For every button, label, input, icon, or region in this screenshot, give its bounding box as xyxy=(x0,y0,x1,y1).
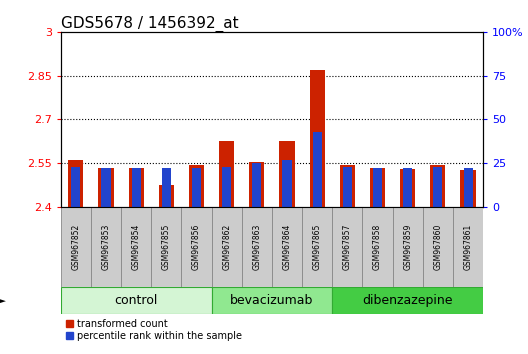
Bar xyxy=(71,167,80,207)
Bar xyxy=(403,169,412,207)
Bar xyxy=(189,165,204,207)
Text: dibenzazepine: dibenzazepine xyxy=(362,294,453,307)
Text: GSM967863: GSM967863 xyxy=(252,224,261,270)
Bar xyxy=(151,207,182,287)
Bar xyxy=(340,165,355,207)
Text: control: control xyxy=(115,294,158,307)
Bar xyxy=(433,167,442,207)
Bar xyxy=(393,207,423,287)
Bar xyxy=(162,169,171,207)
Bar xyxy=(91,207,121,287)
Bar xyxy=(222,167,231,207)
Text: GSM967860: GSM967860 xyxy=(433,224,442,270)
Bar xyxy=(68,160,83,207)
Bar xyxy=(302,207,332,287)
Bar xyxy=(423,207,453,287)
Text: GDS5678 / 1456392_at: GDS5678 / 1456392_at xyxy=(61,16,238,32)
Bar xyxy=(370,167,385,207)
Legend: transformed count, percentile rank within the sample: transformed count, percentile rank withi… xyxy=(65,319,242,341)
Bar xyxy=(400,169,415,207)
Bar xyxy=(309,70,325,207)
Bar xyxy=(212,207,242,287)
Text: GSM967865: GSM967865 xyxy=(313,224,322,270)
Bar xyxy=(61,287,212,314)
Bar xyxy=(343,167,352,207)
Text: agent  ►: agent ► xyxy=(0,296,6,306)
Text: GSM967854: GSM967854 xyxy=(131,224,140,270)
Bar xyxy=(242,207,272,287)
Text: GSM967861: GSM967861 xyxy=(464,224,473,270)
Bar xyxy=(282,160,291,207)
Text: bevacizumab: bevacizumab xyxy=(230,294,314,307)
Bar xyxy=(373,169,382,207)
Text: GSM967855: GSM967855 xyxy=(162,224,171,270)
Bar xyxy=(332,207,362,287)
Bar xyxy=(332,287,483,314)
Bar xyxy=(252,163,261,207)
Text: GSM967858: GSM967858 xyxy=(373,224,382,270)
Bar xyxy=(453,207,483,287)
Bar xyxy=(313,132,322,207)
Bar xyxy=(159,185,174,207)
Bar xyxy=(101,169,110,207)
Bar xyxy=(129,167,144,207)
Bar xyxy=(272,207,302,287)
Text: GSM967852: GSM967852 xyxy=(71,224,80,270)
Bar xyxy=(182,207,212,287)
Bar xyxy=(219,141,234,207)
Bar xyxy=(460,170,476,207)
Bar xyxy=(430,165,446,207)
Text: GSM967864: GSM967864 xyxy=(282,224,291,270)
Bar xyxy=(279,141,295,207)
Bar xyxy=(249,162,265,207)
Bar xyxy=(121,207,151,287)
Text: GSM967859: GSM967859 xyxy=(403,224,412,270)
Bar xyxy=(362,207,393,287)
Bar xyxy=(192,169,201,207)
Bar xyxy=(212,287,332,314)
Bar xyxy=(464,169,473,207)
Text: GSM967857: GSM967857 xyxy=(343,224,352,270)
Bar xyxy=(98,167,114,207)
Text: GSM967856: GSM967856 xyxy=(192,224,201,270)
Bar xyxy=(61,207,91,287)
Text: GSM967853: GSM967853 xyxy=(101,224,110,270)
Bar xyxy=(131,169,140,207)
Text: GSM967862: GSM967862 xyxy=(222,224,231,270)
